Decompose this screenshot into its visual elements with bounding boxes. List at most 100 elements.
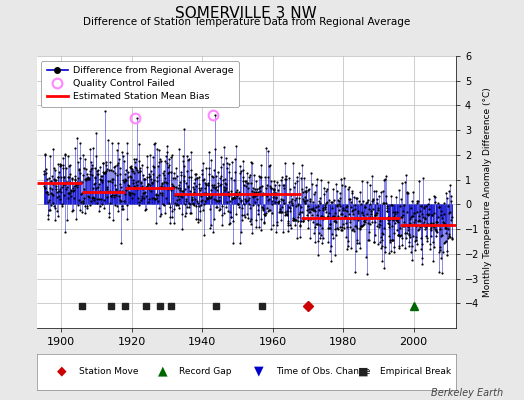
Point bbox=[123, 216, 132, 222]
Point bbox=[307, 216, 315, 222]
Point bbox=[242, 178, 250, 184]
Point bbox=[57, 162, 66, 168]
Point bbox=[324, 213, 332, 220]
Point bbox=[251, 186, 259, 193]
Point bbox=[260, 210, 268, 217]
Point bbox=[192, 171, 200, 178]
Point bbox=[198, 167, 206, 174]
Point bbox=[115, 192, 124, 199]
Point bbox=[335, 198, 343, 204]
Point bbox=[291, 216, 299, 223]
Point bbox=[414, 198, 422, 204]
Point bbox=[85, 171, 94, 178]
Point bbox=[47, 190, 55, 197]
Point bbox=[122, 177, 130, 184]
Point bbox=[243, 211, 251, 218]
Point bbox=[295, 170, 303, 176]
Text: ▲: ▲ bbox=[158, 365, 167, 378]
Point bbox=[143, 164, 151, 170]
Point bbox=[422, 202, 430, 209]
Point bbox=[197, 202, 205, 208]
Point bbox=[185, 174, 193, 180]
Point bbox=[180, 126, 188, 133]
Point bbox=[320, 185, 328, 192]
Point bbox=[72, 182, 80, 188]
Point bbox=[212, 204, 221, 210]
Point bbox=[445, 231, 454, 238]
Point bbox=[217, 154, 226, 160]
Point bbox=[418, 241, 427, 248]
Point bbox=[86, 168, 95, 174]
Point bbox=[346, 219, 355, 225]
Point bbox=[434, 200, 442, 206]
Point bbox=[92, 185, 100, 191]
Point bbox=[106, 193, 115, 199]
Point bbox=[101, 108, 110, 114]
Point bbox=[148, 178, 156, 185]
Point bbox=[163, 186, 172, 192]
Point bbox=[307, 170, 315, 176]
Point bbox=[435, 269, 443, 275]
Point bbox=[281, 159, 289, 166]
Point bbox=[399, 223, 408, 229]
Point bbox=[379, 176, 388, 183]
Point bbox=[414, 213, 423, 220]
Point bbox=[364, 236, 373, 243]
Point bbox=[373, 200, 381, 206]
Point bbox=[439, 211, 447, 218]
Point bbox=[230, 240, 238, 246]
Point bbox=[370, 212, 379, 218]
Point bbox=[210, 196, 219, 202]
Point bbox=[152, 178, 161, 184]
Point bbox=[269, 190, 278, 196]
Point bbox=[196, 198, 205, 204]
Point bbox=[81, 156, 89, 162]
Point bbox=[365, 182, 374, 188]
Point bbox=[421, 215, 430, 221]
Point bbox=[409, 212, 417, 219]
Point bbox=[47, 178, 55, 184]
Point bbox=[282, 175, 290, 182]
Point bbox=[413, 241, 422, 247]
Point bbox=[199, 232, 208, 238]
Point bbox=[226, 174, 235, 181]
Point bbox=[100, 205, 108, 212]
Point bbox=[398, 214, 407, 220]
Point bbox=[363, 211, 371, 217]
Point bbox=[116, 239, 125, 246]
Point bbox=[232, 189, 241, 196]
Point bbox=[154, 197, 162, 204]
Point bbox=[124, 191, 133, 197]
Point bbox=[278, 197, 287, 204]
Point bbox=[97, 196, 105, 202]
Point bbox=[146, 152, 154, 158]
Point bbox=[381, 244, 389, 251]
Point bbox=[191, 196, 199, 202]
Point bbox=[348, 227, 356, 234]
Point bbox=[401, 230, 409, 236]
Point bbox=[330, 197, 338, 204]
Point bbox=[340, 175, 348, 181]
Point bbox=[126, 163, 135, 169]
Point bbox=[141, 207, 149, 213]
Point bbox=[140, 175, 148, 182]
Point bbox=[319, 216, 327, 223]
Point bbox=[253, 192, 261, 198]
Point bbox=[48, 173, 56, 180]
Point bbox=[104, 178, 112, 184]
Point bbox=[94, 184, 102, 190]
Point bbox=[165, 156, 173, 162]
Point bbox=[275, 198, 283, 204]
Point bbox=[436, 243, 444, 250]
Point bbox=[421, 233, 430, 240]
Point bbox=[72, 216, 80, 222]
Point bbox=[313, 238, 322, 244]
Point bbox=[365, 229, 374, 235]
Point bbox=[266, 162, 274, 168]
Point bbox=[131, 164, 139, 171]
Point bbox=[194, 219, 202, 225]
Point bbox=[351, 269, 359, 275]
Point bbox=[202, 165, 210, 171]
Point bbox=[41, 166, 50, 172]
Point bbox=[411, 237, 419, 244]
